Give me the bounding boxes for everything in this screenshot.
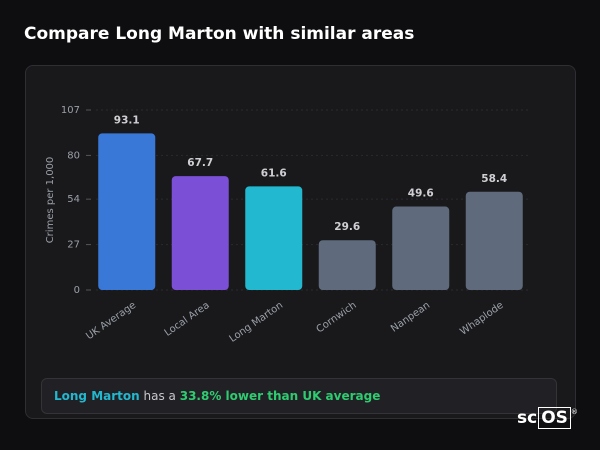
logo-left: sc — [517, 408, 538, 428]
y-tick-label: 54 — [67, 194, 80, 205]
summary-box: Long Marton has a 33.8% lower than UK av… — [41, 378, 557, 414]
bar — [392, 206, 450, 290]
x-tick-label: Cornwich — [315, 300, 359, 335]
page-title: Compare Long Marton with similar areas — [24, 24, 415, 44]
logo-right: OS — [538, 407, 571, 429]
bar — [98, 133, 156, 290]
summary-text: has a — [143, 389, 176, 403]
value-label: 93.1 — [114, 114, 140, 126]
summary-area: Long Marton — [54, 389, 140, 403]
value-label: 29.6 — [334, 221, 360, 233]
y-tick-label: 0 — [74, 285, 80, 296]
bar — [245, 186, 303, 290]
y-tick-label: 27 — [67, 240, 80, 251]
bar — [465, 191, 523, 290]
logo-mark: ® — [570, 408, 578, 416]
bar — [171, 176, 229, 290]
y-tick-label: 107 — [61, 105, 80, 116]
value-label: 58.4 — [481, 173, 507, 185]
summary-comparison: 33.8% lower than UK average — [179, 389, 381, 403]
x-tick-label: Whaplode — [458, 300, 505, 338]
value-label: 61.6 — [261, 167, 287, 179]
y-tick-label: 80 — [67, 150, 80, 161]
x-tick-label: Nanpean — [389, 300, 432, 335]
logo: sc OS ® — [517, 407, 578, 429]
y-axis-title: Crimes per 1,000 — [45, 157, 56, 244]
x-tick-label: Local Area — [163, 300, 212, 339]
x-tick-label: Long Marton — [228, 300, 286, 345]
value-label: 49.6 — [408, 188, 434, 200]
value-label: 67.7 — [187, 157, 213, 169]
bar — [318, 240, 376, 290]
x-tick-label: UK Average — [84, 300, 138, 342]
